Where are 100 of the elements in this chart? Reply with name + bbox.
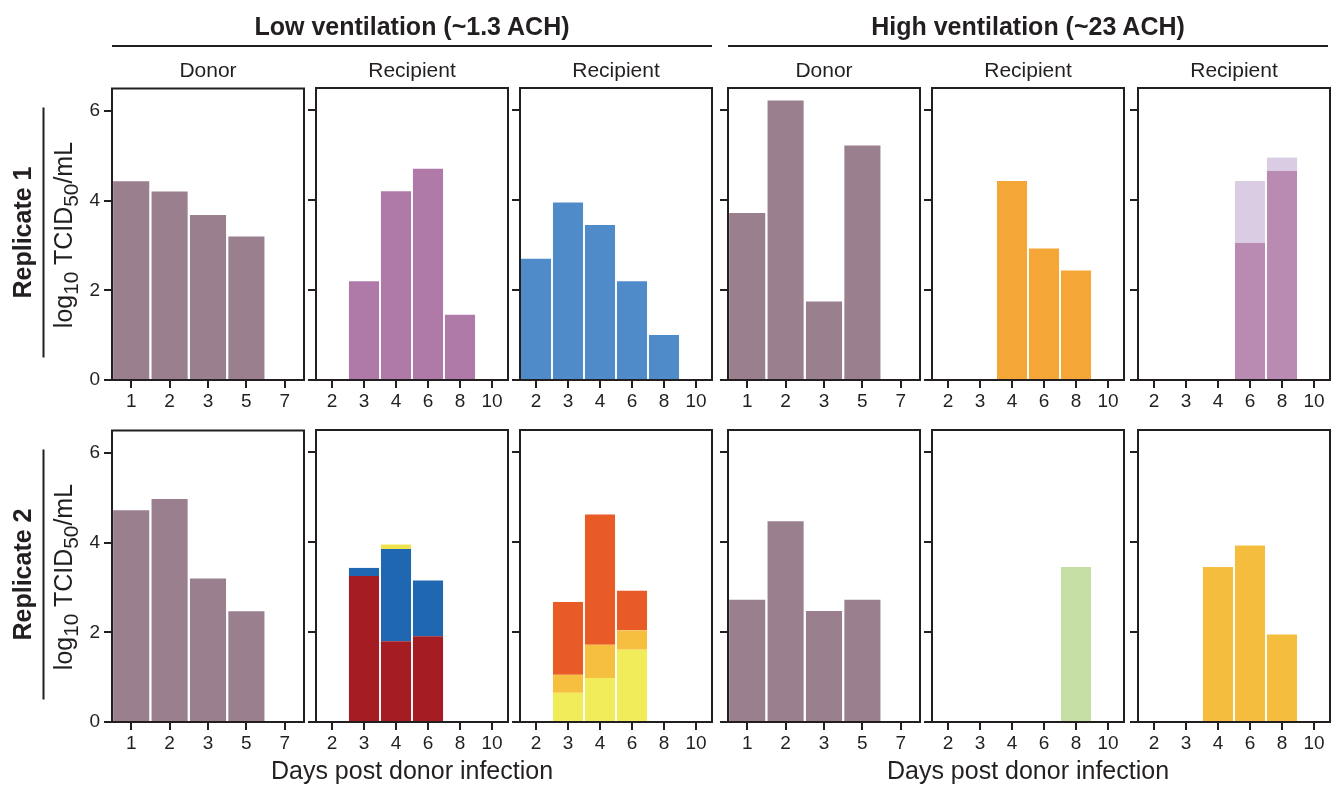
x-tick-label: 4: [1006, 731, 1018, 753]
bar: [348, 567, 380, 576]
bar: [584, 514, 616, 645]
x-tick-label: 6: [626, 731, 638, 753]
bar: [444, 314, 476, 379]
bar: [616, 630, 648, 650]
x-tick-label: 3: [358, 389, 370, 411]
y-tick-label: 4: [89, 188, 101, 210]
x-tick-label: 3: [818, 389, 830, 411]
x-tick-label: 8: [454, 731, 466, 753]
bar: [380, 641, 412, 721]
x-tick-label: 8: [1276, 389, 1288, 411]
chart-title: Recipient: [571, 58, 661, 82]
x-tick-label: 2: [1148, 389, 1160, 411]
x-tick-label: 3: [974, 731, 986, 753]
x-tick-label: 10: [685, 389, 707, 411]
bar: [616, 649, 648, 721]
x-tick-label: 2: [530, 389, 542, 411]
y-tick-label: 2: [89, 278, 100, 300]
x-tick-label: 1: [125, 389, 137, 411]
bar: [552, 202, 584, 379]
x-tick-label: 1: [741, 731, 753, 753]
x-tick-label: 2: [942, 731, 954, 753]
x-tick-label: 1: [125, 731, 137, 753]
x-tick-label: 2: [326, 731, 338, 753]
x-tick-label: 6: [1038, 389, 1050, 411]
x-tick-label: 2: [1148, 731, 1160, 753]
x-tick-label: 3: [562, 731, 574, 753]
bar: [552, 602, 584, 675]
bar: [648, 335, 680, 379]
bar: [1266, 171, 1298, 379]
x-tick-label: 8: [1070, 389, 1082, 411]
x-tick-label: 3: [1180, 389, 1192, 411]
x-tick-label: 7: [895, 731, 907, 753]
chart-title: Recipient: [367, 58, 457, 82]
x-tick-label: 10: [1097, 389, 1119, 411]
bar: [1234, 180, 1266, 243]
x-tick-label: 5: [857, 731, 868, 753]
y-tick-label: 0: [89, 709, 100, 731]
x-tick-label: 8: [658, 389, 670, 411]
x-tick-label: 10: [481, 731, 503, 753]
x-axis-title: Days post donor infection: [269, 756, 555, 785]
x-tick-label: 10: [1303, 731, 1325, 753]
bar: [729, 212, 766, 379]
x-tick-label: 7: [279, 731, 291, 753]
x-tick-label: 7: [895, 389, 907, 411]
x-tick-label: 1: [741, 389, 753, 411]
bar: [584, 225, 616, 379]
bar: [228, 236, 265, 379]
y-tick-label: 4: [89, 530, 101, 552]
bar: [552, 692, 584, 721]
x-tick-label: 4: [390, 731, 402, 753]
x-tick-label: 4: [1006, 389, 1018, 411]
x-tick-label: 2: [780, 731, 791, 753]
x-tick-label: 6: [1244, 731, 1256, 753]
x-tick-label: 10: [481, 389, 503, 411]
x-tick-label: 10: [685, 731, 707, 753]
x-tick-label: 3: [974, 389, 986, 411]
bar: [348, 576, 380, 721]
x-tick-label: 2: [530, 731, 542, 753]
x-tick-label: 3: [1180, 731, 1192, 753]
x-tick-label: 10: [1303, 389, 1325, 411]
x-tick-label: 3: [818, 731, 830, 753]
x-tick-label: 3: [202, 731, 214, 753]
bar: [151, 191, 188, 379]
x-tick-label: 8: [658, 731, 670, 753]
bar: [412, 580, 444, 637]
x-tick-label: 3: [562, 389, 574, 411]
x-tick-label: 4: [390, 389, 402, 411]
x-axis-title: Days post donor infection: [885, 756, 1171, 785]
x-tick-label: 2: [164, 731, 175, 753]
bar: [805, 301, 843, 379]
text: High ventilation (~23 ACH): [728, 12, 1328, 47]
bar: [844, 145, 881, 379]
x-tick-label: 4: [1212, 731, 1224, 753]
x-tick-label: 2: [942, 389, 954, 411]
bar: [1266, 157, 1298, 172]
bar: [189, 578, 227, 721]
x-tick-label: 6: [626, 389, 638, 411]
x-tick-label: 8: [1070, 731, 1082, 753]
bar: [616, 281, 648, 379]
bar: [767, 100, 804, 379]
x-tick-label: 4: [594, 389, 606, 411]
x-tick-label: 6: [1038, 731, 1050, 753]
bar: [380, 549, 412, 642]
bar: [113, 509, 150, 721]
chart-title: Donor: [794, 58, 854, 82]
chart-title: Donor: [178, 58, 238, 82]
x-tick-label: 6: [422, 389, 434, 411]
chart-title: Recipient: [1189, 58, 1279, 82]
x-tick-label: 8: [454, 389, 466, 411]
bar: [380, 191, 412, 379]
bar: [520, 258, 552, 379]
x-tick-label: 5: [241, 731, 252, 753]
bar: [1234, 242, 1266, 379]
x-tick-label: 10: [1097, 731, 1119, 753]
chart-title: Recipient: [983, 58, 1073, 82]
y-tick-label: 6: [89, 98, 100, 120]
x-tick-label: 5: [857, 389, 868, 411]
x-tick-label: 2: [164, 389, 175, 411]
